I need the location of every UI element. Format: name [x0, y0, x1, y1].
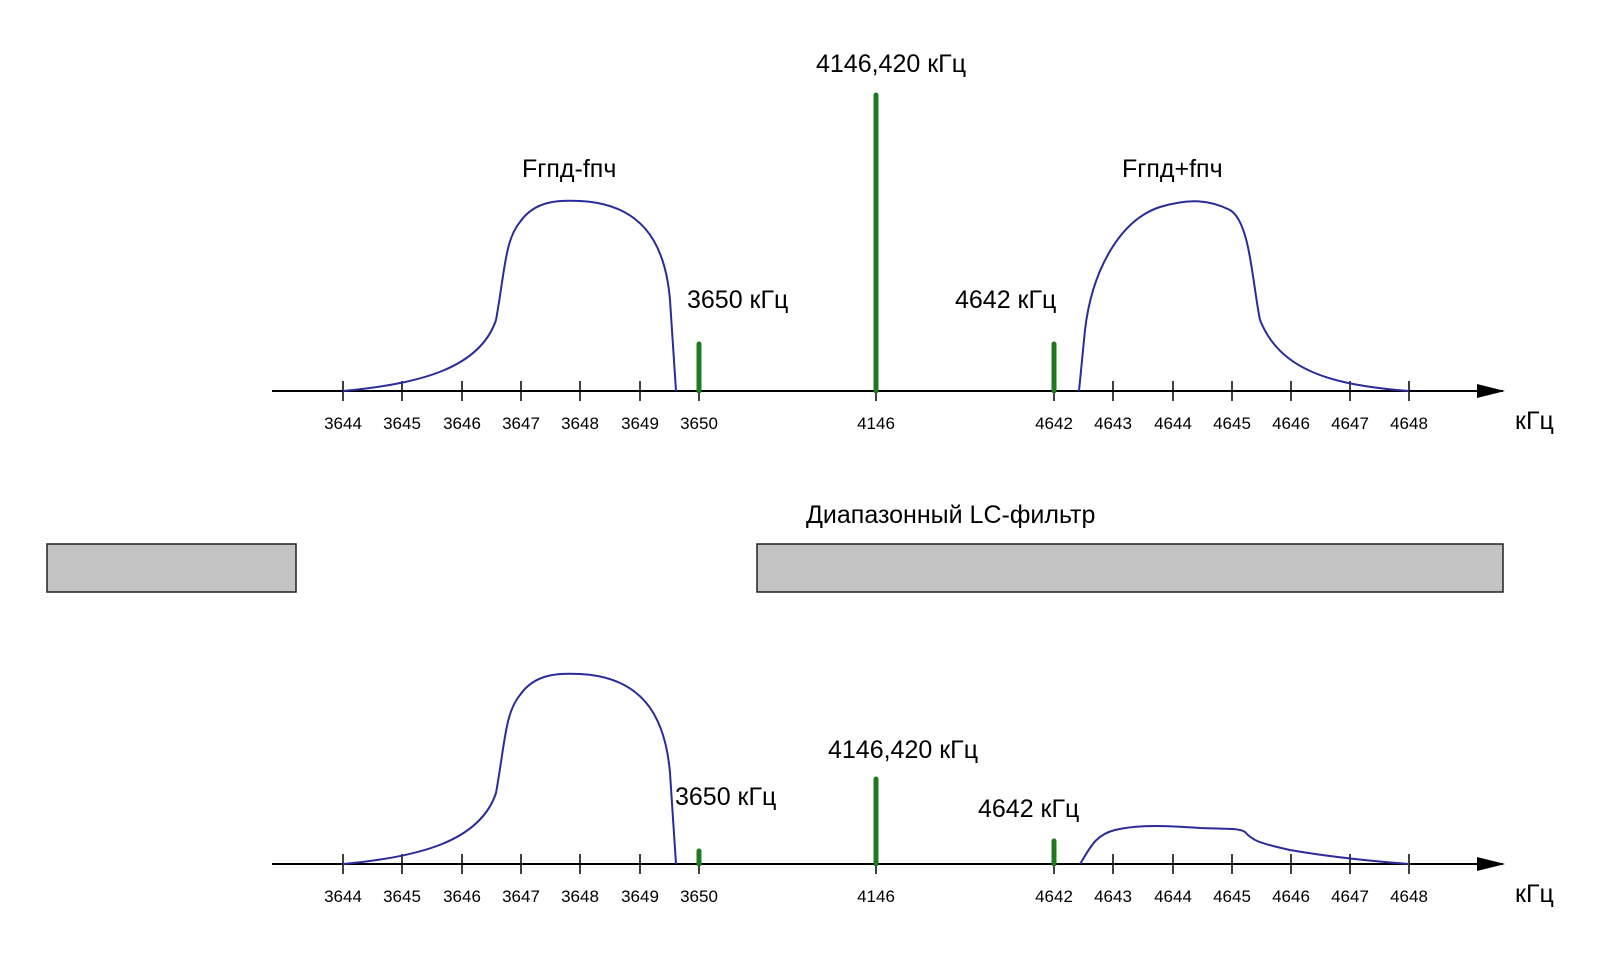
top-tick-label: 4146	[857, 414, 895, 433]
top-tick-label: 3650	[680, 414, 718, 433]
bottom-tick-label: 4146	[857, 887, 895, 906]
bottom-spectrum: 3644 3645 3646 3647 3648 3649 3650 4146 4642 4643…	[272, 672, 1554, 908]
bottom-tick-label: 4642	[1035, 887, 1073, 906]
bottom-tick-label: 3649	[621, 887, 659, 906]
top-tick-label: 4646	[1272, 414, 1310, 433]
bottom-tick-label: 4646	[1272, 887, 1310, 906]
top-center-label: 4146,420 кГц	[816, 50, 966, 78]
bottom-upper-sideband-envelope	[1079, 825, 1410, 865]
bottom-tick-label: 4647	[1331, 887, 1369, 906]
bottom-tick-label: 4645	[1213, 887, 1251, 906]
bottom-tick-label: 3645	[383, 887, 421, 906]
filter-block-left	[46, 543, 297, 593]
top-tick-label: 3649	[621, 414, 659, 433]
top-tick-label: 4647	[1331, 414, 1369, 433]
filter-block-right	[756, 543, 1504, 593]
bottom-tick-label: 3644	[324, 887, 362, 906]
top-tick-label: 3648	[561, 414, 599, 433]
bottom-center-label: 4146,420 кГц	[828, 736, 978, 764]
top-tick-label: 4642	[1035, 414, 1073, 433]
bottom-ticks: 3644 3645 3646 3647 3648 3649 3650 4146 4642 4643…	[324, 854, 1428, 906]
bottom-tick-label: 4643	[1094, 887, 1132, 906]
top-tick-label: 4648	[1390, 414, 1428, 433]
bottom-tick-label: 3646	[443, 887, 481, 906]
top-tick-label: 4643	[1094, 414, 1132, 433]
top-left-marker-label: 3650 кГц	[687, 286, 788, 314]
bottom-lower-sideband-envelope	[342, 672, 677, 865]
filter-band: Диапазонный LC-фильтр	[46, 501, 1504, 593]
top-tick-label: 3644	[324, 414, 362, 433]
top-tick-label: 3646	[443, 414, 481, 433]
top-upper-band-label: Fгпд+fпч	[1122, 155, 1223, 183]
top-right-marker-label: 4642 кГц	[955, 286, 1056, 314]
bottom-tick-label: 3647	[502, 887, 540, 906]
bottom-tick-label: 3648	[561, 887, 599, 906]
top-tick-label: 3645	[383, 414, 421, 433]
bottom-tick-label: 4644	[1154, 887, 1192, 906]
bottom-tick-label: 3650	[680, 887, 718, 906]
top-lower-sideband-envelope	[342, 199, 677, 392]
filter-label: Диапазонный LC-фильтр	[806, 501, 1095, 529]
top-tick-label: 4644	[1154, 414, 1192, 433]
top-tick-label: 3647	[502, 414, 540, 433]
bottom-right-marker-label: 4642 кГц	[978, 795, 1079, 823]
top-lower-band-label: Fгпд-fпч	[522, 155, 616, 183]
bottom-left-marker-label: 3650 кГц	[675, 783, 776, 811]
bottom-tick-label: 4648	[1390, 887, 1428, 906]
bottom-unit-label: кГц	[1515, 880, 1554, 908]
top-unit-label: кГц	[1515, 407, 1554, 435]
top-tick-label: 4645	[1213, 414, 1251, 433]
top-upper-sideband-envelope	[1078, 200, 1410, 392]
top-spectrum: 3644 3645 3646 3647 3648 3649 3650 4146 4642 4643…	[272, 50, 1554, 435]
